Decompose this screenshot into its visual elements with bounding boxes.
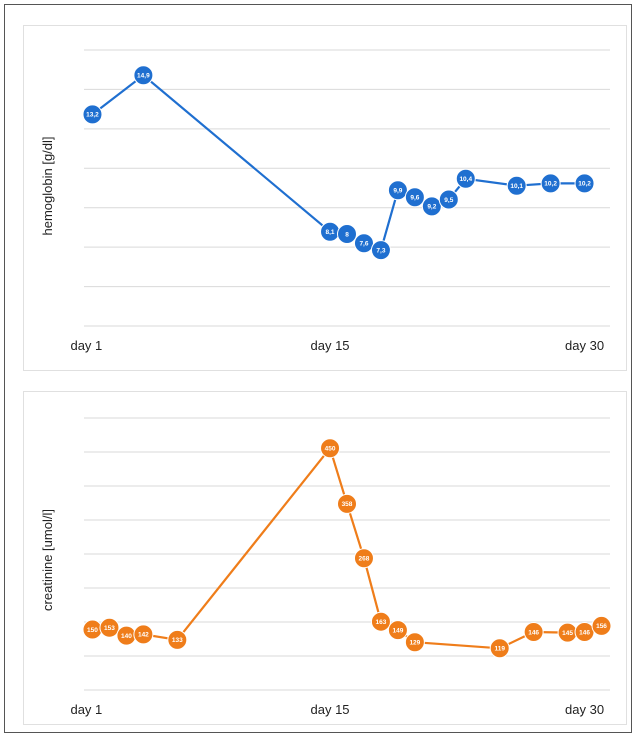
creatinine-data-label: 153 (104, 625, 115, 632)
creatinine-data-point (337, 493, 357, 514)
hemoglobin-data-label: 10,2 (578, 181, 591, 188)
hemoglobin-data-label: 8,1 (326, 229, 335, 236)
hemoglobin-data-point (506, 175, 527, 196)
creatinine-data-label: 450 (325, 446, 336, 453)
hemoglobin-data-label: 7,3 (376, 247, 385, 254)
hemoglobin-data-label: 9,2 (427, 204, 436, 211)
creatinine-data-label: 145 (562, 630, 573, 637)
creatinine-data-point (167, 629, 188, 650)
creatinine-data-point (133, 624, 154, 645)
hemoglobin-data-label: 10,1 (510, 183, 523, 190)
creatinine-data-label: 140 (121, 633, 132, 640)
creatinine-data-point (353, 548, 374, 569)
creatinine-chart: day 1 day 15 day 30 creatinine [umol/l] 15… (40, 417, 612, 717)
hemoglobin-data-point (404, 187, 425, 208)
hemoglobin-chart: day 1 day 15 day 30 hemoglobin [g/dl] 13,2… (40, 49, 610, 353)
creatinine-data-label: 268 (359, 556, 370, 563)
creatinine-data-label: 150 (87, 627, 98, 634)
hemoglobin-data-point (387, 180, 408, 201)
hemoglobin-data-label: 7,6 (359, 241, 368, 248)
creatinine-data-point (387, 620, 408, 641)
creatinine-data-label: 358 (342, 501, 353, 508)
creatinine-series-line (92, 445, 602, 650)
creatinine-x-tick-label: day 30 (565, 702, 604, 717)
creatinine-data-point (320, 438, 341, 459)
creatinine-data-point (591, 615, 612, 636)
hemoglobin-x-tick-label: day 15 (311, 338, 350, 353)
hemoglobin-x-ticks: day 1 day 15 day 30 (70, 338, 604, 353)
creatinine-data-points: 150 153 140 142 133 450 358 268 163 149 129 119 146 1… (82, 438, 612, 659)
creatinine-data-label: 146 (579, 629, 590, 636)
creatinine-data-label: 142 (138, 632, 149, 639)
hemoglobin-data-label: 14,9 (137, 73, 150, 80)
creatinine-data-point (404, 632, 425, 653)
creatinine-data-label: 146 (528, 629, 539, 636)
hemoglobin-gridlines (84, 49, 610, 327)
hemoglobin-data-label: 10,2 (544, 181, 557, 188)
creatinine-x-ticks: day 1 day 15 day 30 (70, 702, 604, 717)
creatinine-gridlines (84, 417, 610, 691)
hemoglobin-y-axis-title: hemoglobin [g/dl] (40, 136, 55, 235)
hemoglobin-data-point (574, 173, 595, 194)
creatinine-data-label: 156 (596, 623, 607, 630)
hemoglobin-data-label: 13,2 (86, 112, 99, 119)
creatinine-data-label: 163 (376, 619, 387, 626)
hemoglobin-data-point (337, 224, 357, 244)
hemoglobin-x-tick-label: day 1 (70, 338, 102, 353)
hemoglobin-data-label: 9,9 (393, 188, 402, 195)
hemoglobin-data-point (421, 196, 442, 217)
hemoglobin-data-label: 10,4 (459, 176, 472, 183)
figure-frame: day 1 day 15 day 30 hemoglobin [g/dl] 13,2… (4, 4, 632, 733)
creatinine-data-label: 133 (172, 637, 183, 644)
creatinine-data-label: 119 (494, 646, 505, 653)
creatinine-chart-panel: day 1 day 15 day 30 creatinine [umol/l] 15… (23, 391, 627, 725)
hemoglobin-data-point (82, 104, 103, 125)
creatinine-x-tick-label: day 1 (70, 702, 102, 717)
creatinine-data-label: 129 (409, 640, 420, 647)
hemoglobin-data-label: 8 (345, 231, 349, 238)
hemoglobin-data-point (455, 168, 476, 189)
hemoglobin-data-point (438, 189, 459, 210)
hemoglobin-data-label: 9,5 (444, 197, 453, 204)
creatinine-x-tick-label: day 15 (311, 702, 350, 717)
hemoglobin-chart-panel: day 1 day 15 day 30 hemoglobin [g/dl] 13,2… (23, 25, 627, 371)
creatinine-data-label: 149 (392, 627, 403, 634)
hemoglobin-data-label: 9,6 (410, 195, 419, 202)
hemoglobin-data-points: 13,2 14,9 8,1 8 7,6 7,3 9,9 9,6 9,2 9,5 10,4 10,1 10… (82, 65, 595, 261)
hemoglobin-series-line (91, 73, 585, 252)
hemoglobin-x-tick-label: day 30 (565, 338, 604, 353)
creatinine-y-axis-title: creatinine [umol/l] (40, 509, 55, 611)
creatinine-data-point (523, 621, 544, 642)
creatinine-data-point (99, 617, 120, 638)
hemoglobin-data-point (370, 240, 391, 261)
hemoglobin-data-point (540, 173, 561, 194)
hemoglobin-data-point (353, 233, 374, 254)
creatinine-data-point (489, 638, 510, 659)
creatinine-data-point (370, 611, 391, 632)
hemoglobin-data-point (133, 65, 154, 86)
